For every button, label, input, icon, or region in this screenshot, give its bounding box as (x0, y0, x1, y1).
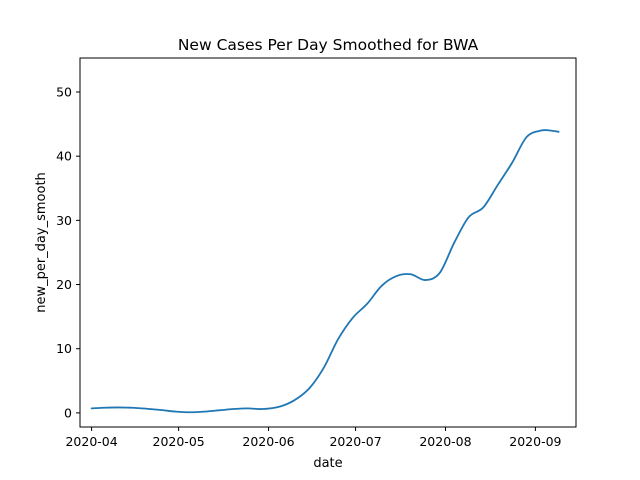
x-axis: 2020-04 2020-05 2020-06 2020-07 2020-08 2020-… (65, 427, 562, 449)
y-axis: 0 10 20 30 40 50 (56, 85, 80, 420)
x-tick-label: 2020-04 (65, 434, 117, 449)
x-tick-label: 2020-06 (242, 434, 294, 449)
y-axis-label: new_per_day_smooth (34, 172, 49, 313)
y-tick-label: 10 (56, 341, 72, 356)
y-tick-label: 40 (56, 149, 72, 164)
x-tick-label: 2020-05 (153, 434, 205, 449)
chart-title: New Cases Per Day Smoothed for BWA (178, 36, 479, 54)
y-tick-label: 30 (56, 213, 72, 228)
x-axis-label: date (313, 456, 342, 471)
x-tick-label: 2020-09 (509, 434, 561, 449)
y-tick-label: 20 (56, 277, 72, 292)
x-tick-label: 2020-07 (329, 434, 381, 449)
x-tick-label: 2020-08 (419, 434, 471, 449)
y-tick-label: 0 (64, 405, 72, 420)
series-line (90, 129, 560, 414)
y-tick-label: 50 (56, 85, 72, 100)
plot-frame (79, 57, 577, 428)
